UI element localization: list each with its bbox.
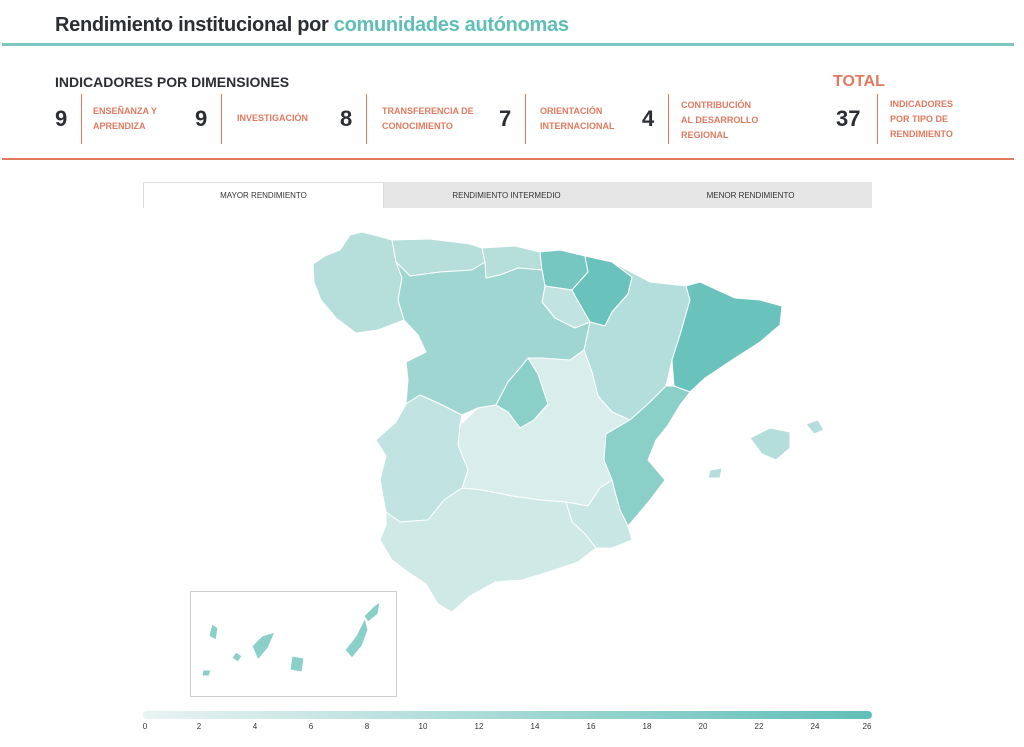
performance-tabs: MAYOR RENDIMIENTO RENDIMIENTO INTERMEDIO… xyxy=(143,182,872,208)
legend-tick: 4 xyxy=(252,722,258,731)
indicator-divider xyxy=(525,94,526,144)
indicator-divider xyxy=(668,94,669,144)
legend-tick: 16 xyxy=(586,722,596,731)
region-canarias[interactable]: Canarias xyxy=(201,601,381,677)
color-scale-legend xyxy=(143,711,872,719)
indicator-divider xyxy=(877,94,878,144)
indicators-title: INDICADORES POR DIMENSIONES xyxy=(55,74,290,90)
region-galicia[interactable]: Galicia xyxy=(312,231,405,334)
legend-tick: 20 xyxy=(698,722,708,731)
indicators-divider xyxy=(2,158,1014,160)
page-title-accent: comunidades autónomas xyxy=(333,14,569,36)
indicators-panel: INDICADORES POR DIMENSIONES TOTAL 9 ENSE… xyxy=(0,60,1024,162)
legend-tick: 10 xyxy=(418,722,428,731)
indicator-label-contribucion: CONTRIBUCIÓN AL DESARROLLO REGIONAL xyxy=(681,100,759,140)
legend-tick: 0 xyxy=(142,722,148,731)
indicator-divider xyxy=(221,94,222,144)
tab-menor-rendimiento[interactable]: MENOR RENDIMIENTO xyxy=(706,190,795,200)
indicator-count-transferencia: 8 xyxy=(340,106,353,131)
indicator-label-total: INDICADORES POR TIPO DE RENDIMIENTO xyxy=(890,99,954,139)
header-divider xyxy=(2,43,1014,46)
tab-mayor-rendimiento[interactable]: MAYOR RENDIMIENTO xyxy=(143,182,384,208)
region-cataluna[interactable]: Cataluña xyxy=(671,281,783,393)
region-islas-baleares[interactable]: Islas Baleares xyxy=(707,419,825,479)
legend-tick: 2 xyxy=(196,722,202,731)
region-andalucia[interactable]: Andalucía xyxy=(379,487,597,613)
indicator-label-ensenanza: ENSEÑANZA Y APRENDIZA xyxy=(93,106,158,131)
indicator-divider xyxy=(366,94,367,144)
page-title-main: Rendimiento institucional por xyxy=(55,14,329,36)
total-title: TOTAL xyxy=(833,73,885,90)
indicator-count-orientacion: 7 xyxy=(499,106,512,131)
legend-tick: 24 xyxy=(810,722,820,731)
indicator-label-transferencia: TRANSFERENCIA DE CONOCIMIENTO xyxy=(382,106,474,131)
indicator-count-total: 37 xyxy=(836,106,861,131)
indicator-count-ensenanza: 9 xyxy=(55,106,68,131)
page-title: Rendimiento institucional por comunidade… xyxy=(55,14,569,37)
legend-tick: 12 xyxy=(474,722,484,731)
legend-tick: 26 xyxy=(862,722,872,731)
page-header: Rendimiento institucional por comunidade… xyxy=(0,0,1024,48)
indicator-label-investigacion: INVESTIGACIÓN xyxy=(237,113,309,123)
tab-rendimiento-intermedio[interactable]: RENDIMIENTO INTERMEDIO xyxy=(452,190,561,200)
indicator-count-investigacion: 9 xyxy=(195,106,208,131)
legend-tick: 14 xyxy=(530,722,540,731)
indicator-count-contribucion: 4 xyxy=(642,106,655,131)
legend-tick: 6 xyxy=(308,722,314,731)
canary-islands-inset xyxy=(190,591,397,697)
indicator-label-orientacion: ORIENTACIÓN INTERNACIONAL xyxy=(540,106,615,131)
indicator-divider xyxy=(81,94,82,144)
legend-tick: 18 xyxy=(642,722,652,731)
legend-tick: 22 xyxy=(754,722,764,731)
legend-tick: 8 xyxy=(364,722,370,731)
